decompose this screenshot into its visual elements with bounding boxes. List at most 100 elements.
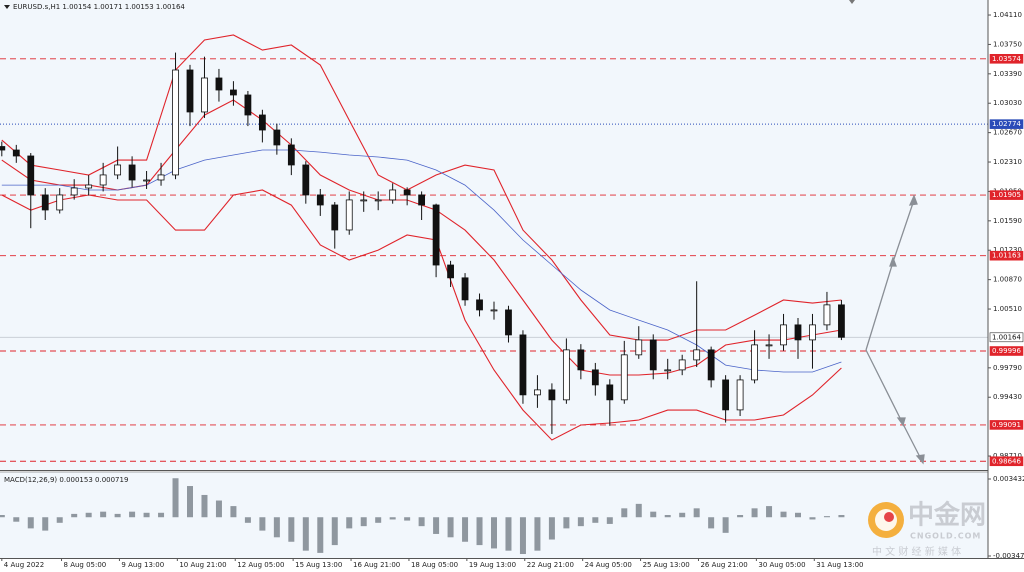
candle-body <box>534 389 541 396</box>
macd-bar <box>679 512 686 518</box>
macd-bar <box>158 512 165 518</box>
level-label: 0.99996 <box>992 347 1021 355</box>
macd-bar <box>71 513 78 518</box>
candle-body <box>664 369 672 372</box>
macd-bar <box>143 512 150 518</box>
macd-bar <box>823 516 830 518</box>
macd-bar <box>563 517 570 529</box>
candle-body <box>606 384 614 401</box>
symbol-marker <box>4 5 10 9</box>
macd-bar <box>187 486 193 518</box>
y-tick-label: 1.01590 <box>993 217 1022 225</box>
macd-bar <box>548 517 555 540</box>
level-label-box <box>989 332 1024 343</box>
macd-bar <box>389 517 396 520</box>
candle-body <box>722 379 730 411</box>
x-tick-label: 10 Aug 21:00 <box>179 561 226 569</box>
candle-body <box>389 189 397 201</box>
candle-body <box>678 359 686 371</box>
candle-body <box>128 164 136 181</box>
candle-body <box>809 324 816 341</box>
watermark: 中金网 CNGOLD.COM 中 文 财 经 新 媒 体 <box>868 500 986 558</box>
candles-layer <box>0 52 845 434</box>
y-tick-label: 1.04110 <box>993 11 1022 19</box>
candle-body <box>287 144 295 166</box>
macd-bar <box>375 517 382 523</box>
candle-body <box>620 354 628 401</box>
candle-body <box>143 179 150 182</box>
levels-layer <box>0 14 991 561</box>
candle-body <box>157 174 165 181</box>
candle-body <box>461 277 469 301</box>
macd-bar <box>534 517 541 551</box>
y-tick-label: 1.01230 <box>993 246 1022 254</box>
candle-body <box>331 204 339 231</box>
level-label-box <box>989 250 1024 261</box>
candle-body <box>476 299 483 311</box>
x-tick-label: 25 Aug 13:00 <box>643 561 690 569</box>
candle-body <box>85 184 93 189</box>
x-tick-label: 22 Aug 21:00 <box>527 561 574 569</box>
macd-bar <box>577 517 584 527</box>
candle-body <box>244 94 252 116</box>
arrow-head <box>889 256 897 267</box>
macd-bar <box>491 517 497 549</box>
macd-bar <box>331 517 338 546</box>
watermark-name: 中金网 <box>908 500 986 531</box>
macd-bar <box>201 494 208 518</box>
candle-body <box>273 129 281 146</box>
macd-bar <box>42 517 49 531</box>
candle-body <box>374 199 382 202</box>
candle-body <box>794 324 802 341</box>
macd-bar <box>230 506 237 518</box>
x-tick-label: 8 Aug 05:00 <box>64 561 107 569</box>
macd-bar <box>259 517 266 531</box>
y-tick-label: 0.99430 <box>993 393 1022 401</box>
macd-bar <box>722 517 729 533</box>
candle-body <box>41 194 49 211</box>
macd-bar <box>621 508 628 518</box>
x-tick-label: 26 Aug 21:00 <box>700 561 747 569</box>
macd-tick-label: 0.003432 <box>993 475 1024 483</box>
y-tick-label: 1.03390 <box>993 70 1022 78</box>
macd-bar <box>809 517 816 520</box>
projection-arrows <box>865 194 925 465</box>
watermark-tagline: 中 文 财 经 新 媒 体 <box>872 545 961 558</box>
macd-bar <box>693 508 700 518</box>
macd-bar <box>505 517 512 551</box>
macd-bar <box>592 517 599 523</box>
y-tick-label: 1.02310 <box>993 158 1022 166</box>
indicator-title: MACD(12,26,9) 0.000153 0.000719 <box>4 476 128 484</box>
candle-body <box>736 379 744 411</box>
y-tick-label: 1.00510 <box>993 305 1022 313</box>
candle-body <box>780 324 787 346</box>
candle-body <box>577 349 585 371</box>
candle-body <box>838 304 845 338</box>
level-label-box <box>989 456 1024 467</box>
candle-body <box>447 264 454 279</box>
candle-body <box>519 334 527 396</box>
macd-bar <box>664 515 671 518</box>
shift-marker <box>849 0 855 4</box>
candle-body <box>12 149 20 157</box>
level-label: 0.98646 <box>992 457 1021 465</box>
macd-bar <box>766 506 773 518</box>
macd-bar <box>273 517 280 538</box>
candle-body <box>345 199 353 231</box>
macd-bar <box>447 517 454 538</box>
level-label-box <box>989 420 1024 430</box>
macd-bar <box>129 511 136 518</box>
watermark-logo <box>884 512 894 522</box>
macd-bar <box>780 511 787 518</box>
chart-title: EURUSD.s,H1 1.00154 1.00171 1.00153 1.00… <box>13 3 185 11</box>
price-pane <box>0 0 988 470</box>
macd-bar <box>418 517 425 527</box>
level-label: 1.00164 <box>992 333 1021 341</box>
macd-bar <box>519 517 526 555</box>
macd-bar <box>215 500 222 518</box>
macd-bar <box>288 517 295 542</box>
candle-body <box>302 164 310 196</box>
macd-bar <box>100 511 107 518</box>
candle-body <box>27 155 35 196</box>
